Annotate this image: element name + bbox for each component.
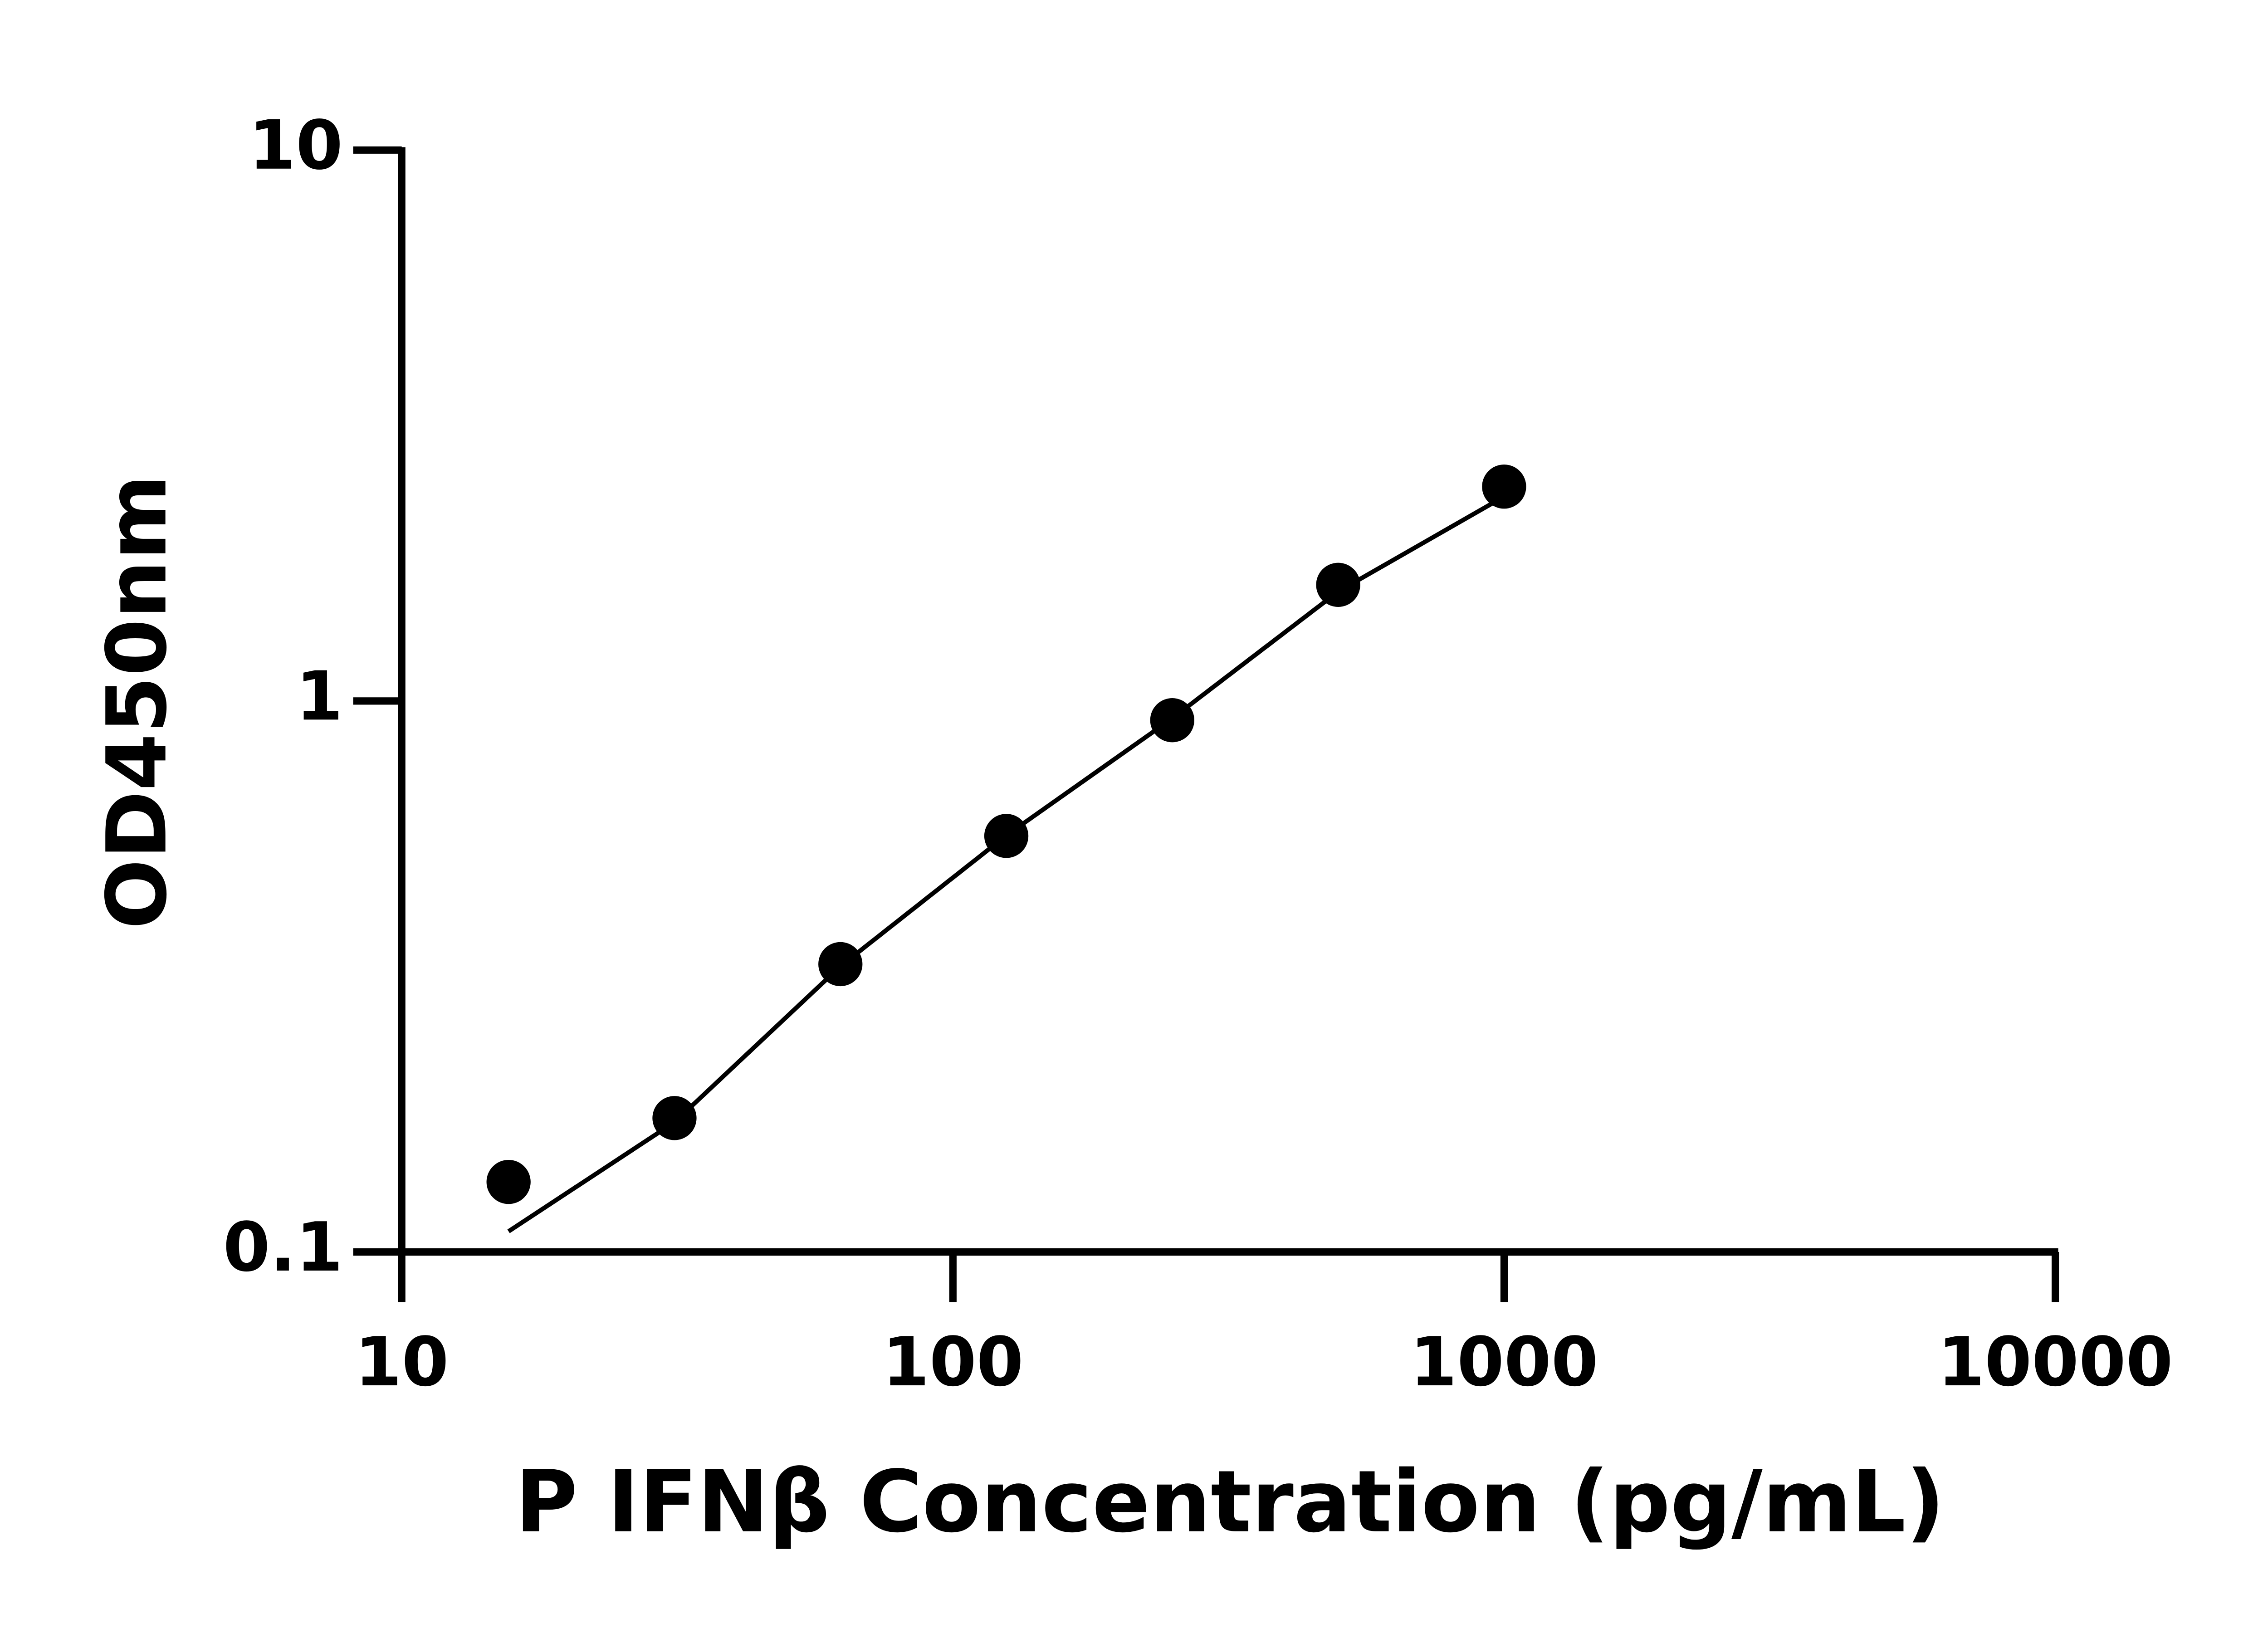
data-point	[1316, 562, 1360, 607]
x-tick-label: 100	[882, 1323, 1023, 1402]
y-tick-label: 10	[249, 107, 343, 185]
x-tick-label: 10	[355, 1323, 449, 1402]
data-point	[1482, 464, 1526, 509]
fit-line	[507, 494, 1505, 1233]
x-axis-label: P IFNβ Concentration (pg/mL)	[515, 1452, 1945, 1552]
data-point	[486, 1159, 531, 1204]
x-tick-label: 1000	[1410, 1323, 1598, 1402]
x-tick-label: 10000	[1938, 1323, 2173, 1402]
y-tick-label: 0.1	[223, 1208, 343, 1287]
y-axis-label: OD450nm	[89, 474, 185, 929]
y-tick-label: 1	[296, 657, 343, 736]
